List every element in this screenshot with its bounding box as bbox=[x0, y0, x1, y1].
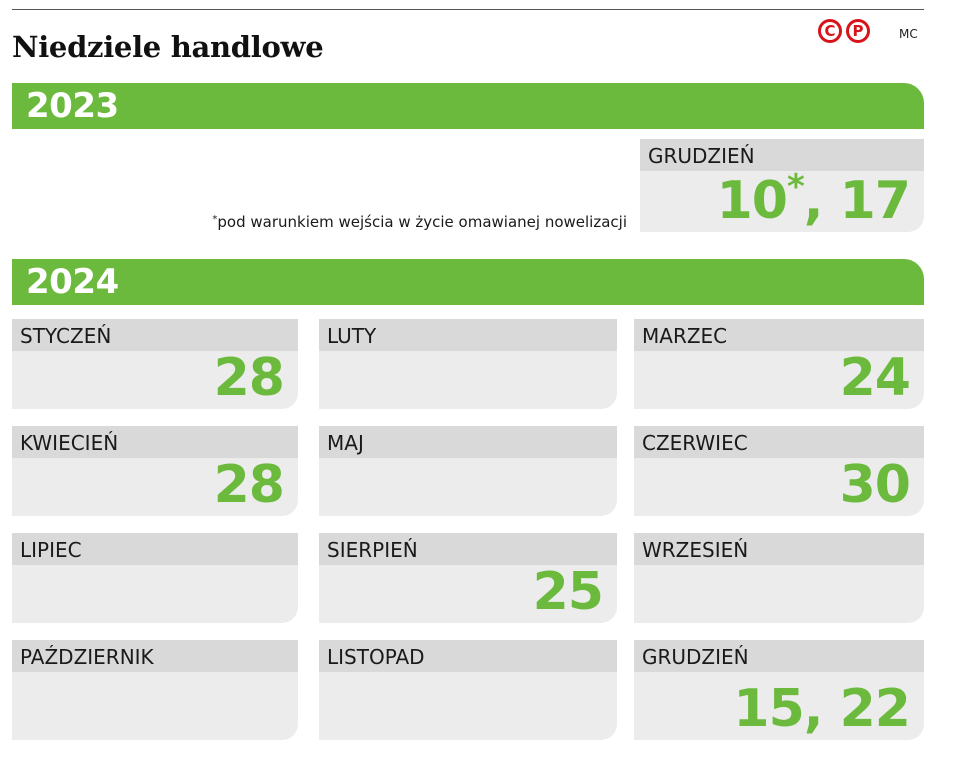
month-name: LUTY bbox=[319, 319, 617, 351]
sunday-dates: 28 bbox=[213, 348, 285, 408]
month-name: PAŹDZIERNIK bbox=[12, 640, 298, 672]
sunday-date-rest: , 17 bbox=[803, 171, 911, 231]
sunday-date-main: 10 bbox=[716, 171, 788, 231]
month-card-march: MARZEC 24 bbox=[634, 319, 924, 409]
month-name: SIERPIEŃ bbox=[319, 533, 617, 565]
year-header-2024: 2024 bbox=[12, 259, 924, 305]
footnote-marker: * bbox=[212, 214, 218, 225]
year-label: 2024 bbox=[26, 262, 119, 302]
month-name: MARZEC bbox=[634, 319, 924, 351]
month-card-february: LUTY bbox=[319, 319, 617, 409]
month-name: KWIECIEŃ bbox=[12, 426, 298, 458]
month-name: MAJ bbox=[319, 426, 617, 458]
month-card-april: KWIECIEŃ 28 bbox=[12, 426, 298, 516]
month-card-july: LIPIEC bbox=[12, 533, 298, 623]
sunday-dates: 15, 22 bbox=[733, 679, 911, 739]
page-title: Niedziele handlowe bbox=[12, 30, 324, 64]
month-name: GRUDZIEŃ bbox=[634, 640, 924, 672]
month-name: STYCZEŃ bbox=[12, 319, 298, 351]
sunday-dates: 24 bbox=[839, 348, 911, 408]
month-card-january: STYCZEŃ 28 bbox=[12, 319, 298, 409]
asterisk-marker: * bbox=[786, 167, 805, 207]
month-name: GRUDZIEŃ bbox=[640, 139, 924, 171]
month-card-november: LISTOPAD bbox=[319, 640, 617, 740]
sunday-dates: 28 bbox=[213, 455, 285, 515]
year-label: 2023 bbox=[26, 86, 119, 126]
month-card-december: GRUDZIEŃ 15, 22 bbox=[634, 640, 924, 740]
sunday-dates: 30 bbox=[839, 455, 911, 515]
month-name: CZERWIEC bbox=[634, 426, 924, 458]
logo-p-icon: P bbox=[846, 19, 870, 43]
publisher-logo: C P bbox=[818, 19, 870, 43]
footnote-text: pod warunkiem wejścia w życie omawianej … bbox=[217, 213, 627, 231]
month-name: LIPIEC bbox=[12, 533, 298, 565]
year-header-2023: 2023 bbox=[12, 83, 924, 129]
top-rule bbox=[12, 9, 924, 10]
month-card-june: CZERWIEC 30 bbox=[634, 426, 924, 516]
footnote: *pod warunkiem wejścia w życie omawianej… bbox=[212, 213, 627, 231]
month-card-august: SIERPIEŃ 25 bbox=[319, 533, 617, 623]
month-name: LISTOPAD bbox=[319, 640, 617, 672]
sunday-dates: 25 bbox=[532, 562, 604, 622]
month-card-may: MAJ bbox=[319, 426, 617, 516]
month-name: WRZESIEŃ bbox=[634, 533, 924, 565]
month-card-2023-december: GRUDZIEŃ 10 *, 17 bbox=[640, 139, 924, 232]
sunday-dates: 10 *, 17 bbox=[716, 167, 911, 231]
logo-c-icon: C bbox=[818, 19, 842, 43]
author-initials: MC bbox=[899, 27, 918, 41]
month-card-october: PAŹDZIERNIK bbox=[12, 640, 298, 740]
month-card-september: WRZESIEŃ bbox=[634, 533, 924, 623]
